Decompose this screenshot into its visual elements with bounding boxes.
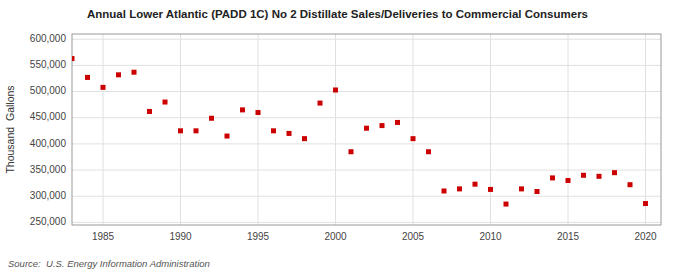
x-tick-label: 2000 — [324, 231, 347, 242]
x-tick-label: 1990 — [169, 231, 192, 242]
y-grid-line — [72, 222, 661, 223]
point — [178, 128, 183, 133]
point — [411, 136, 416, 141]
y-grid-line — [72, 170, 661, 171]
x-tick-label: 1985 — [92, 231, 115, 242]
y-grid-line — [72, 91, 661, 92]
point — [85, 75, 90, 80]
y-tick-label: 350,000 — [30, 164, 67, 175]
point — [581, 173, 586, 178]
point — [318, 101, 323, 106]
point — [101, 85, 106, 90]
y-tick-label: 500,000 — [30, 85, 67, 96]
x-tick-label: 1995 — [247, 231, 270, 242]
x-grid-line — [413, 34, 414, 225]
y-tick-label: 550,000 — [30, 59, 67, 70]
point — [442, 188, 447, 193]
x-tick-label: 2020 — [634, 231, 657, 242]
point — [163, 100, 168, 105]
grid — [72, 34, 661, 225]
axes: 250,000 300,000 350,000 400,000 450,000 500,0… — [30, 33, 661, 242]
y-grid-line — [72, 39, 661, 40]
point — [488, 187, 493, 192]
chart: 250,000 300,000 350,000 400,000 450,000 500,0… — [0, 0, 675, 275]
x-tick-label: 2005 — [402, 231, 425, 242]
y-grid-line — [72, 117, 661, 118]
x-tick-label: 2010 — [479, 231, 502, 242]
point — [519, 186, 524, 191]
plot-frame — [72, 34, 661, 225]
x-grid-line — [103, 34, 104, 225]
point — [147, 109, 152, 114]
y-tick-label: 450,000 — [30, 111, 67, 122]
y-grid-line — [72, 143, 661, 144]
point — [132, 70, 137, 75]
point — [380, 123, 385, 128]
point — [612, 170, 617, 175]
title: Annual Lower Atlantic (PADD 1C) No 2 Dis… — [87, 8, 588, 20]
y-grid-line — [72, 65, 661, 66]
point — [349, 149, 354, 154]
point — [628, 182, 633, 187]
x-grid-line — [490, 34, 491, 225]
point — [535, 189, 540, 194]
y-tick-label: 600,000 — [30, 33, 67, 44]
point — [256, 110, 261, 115]
x-grid-line — [568, 34, 569, 225]
point — [225, 134, 230, 139]
source: Source: U.S. Energy Information Administ… — [8, 258, 210, 269]
y-tick-label: 300,000 — [30, 190, 67, 201]
x-grid-line — [335, 34, 336, 225]
y-grid-line — [72, 196, 661, 197]
point — [473, 182, 478, 187]
x-grid-line — [258, 34, 259, 225]
point — [566, 178, 571, 183]
point — [395, 120, 400, 125]
point — [504, 202, 509, 207]
point — [194, 128, 199, 133]
y-axis-label: Thousand Gallons — [4, 85, 16, 173]
y-tick-label: 400,000 — [30, 138, 67, 149]
point — [643, 201, 648, 206]
point — [364, 126, 369, 131]
point — [302, 136, 307, 141]
y-tick-label: 250,000 — [30, 216, 67, 227]
point — [457, 186, 462, 191]
point — [271, 128, 276, 133]
point — [116, 72, 121, 77]
point — [72, 56, 75, 61]
background — [0, 0, 675, 275]
point — [550, 175, 555, 180]
point — [426, 149, 431, 154]
marks — [72, 56, 648, 206]
point — [287, 131, 292, 136]
point — [333, 87, 338, 92]
point — [240, 107, 245, 112]
point — [597, 174, 602, 179]
x-grid-line — [645, 34, 646, 225]
point — [209, 116, 214, 121]
x-tick-label: 2015 — [557, 231, 580, 242]
